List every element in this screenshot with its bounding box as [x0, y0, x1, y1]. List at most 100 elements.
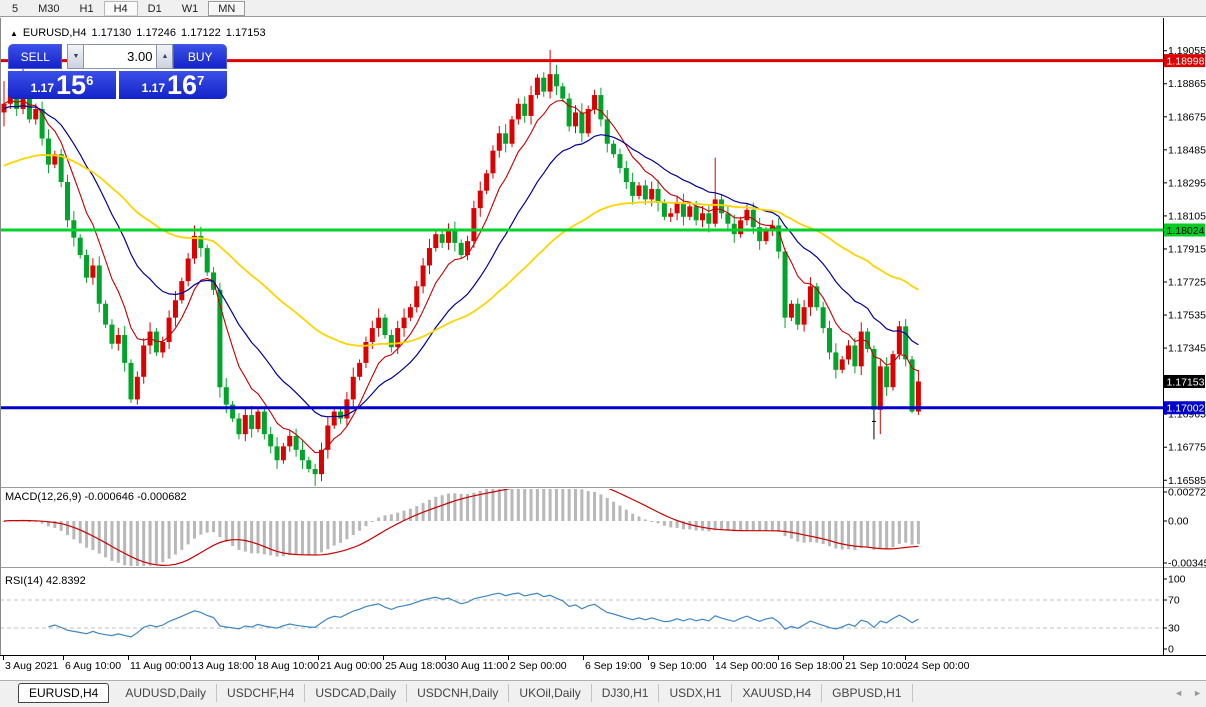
svg-text:21 Aug 00:00: 21 Aug 00:00: [320, 660, 382, 672]
svg-text:14 Sep 00:00: 14 Sep 00:00: [715, 660, 778, 672]
one-click-trading-panel: SELL ▼ ▲ BUY 1.17 15 6 1.17 16 7: [8, 44, 227, 99]
volume-stepper: ▼ ▲: [67, 44, 174, 69]
symbol-period-label: EURUSD,H4: [22, 27, 87, 39]
quote-open: 1.17130: [91, 27, 132, 39]
ask-price-display[interactable]: 1.17 16 7: [119, 71, 227, 99]
svg-text:6 Aug 10:00: 6 Aug 10:00: [65, 660, 121, 672]
svg-text:1.17915: 1.17915: [1168, 243, 1206, 255]
price-badge-1.17153: 1.17153: [1164, 374, 1205, 388]
chart-tab-usdx-h1[interactable]: USDX,H1: [659, 684, 733, 702]
svg-text:0.002726: 0.002726: [1168, 487, 1206, 499]
candles-layer: [1, 49, 921, 486]
svg-text:1.17345: 1.17345: [1168, 343, 1206, 355]
sell-button[interactable]: SELL: [8, 44, 63, 69]
trade-panel-price-row: 1.17 15 6 1.17 16 7: [8, 71, 227, 99]
volume-input[interactable]: [84, 44, 157, 69]
chart-tab-usdcad-daily[interactable]: USDCAD,Daily: [305, 684, 408, 702]
svg-text:6 Sep 19:00: 6 Sep 19:00: [585, 660, 642, 672]
svg-text:30: 30: [1168, 623, 1180, 635]
chart-tab-xauusd-h4[interactable]: XAUUSD,H4: [732, 684, 823, 702]
ask-big-digits: 16: [167, 70, 198, 100]
svg-text:70: 70: [1168, 595, 1180, 607]
timeframe-button-h1[interactable]: H1: [79, 2, 94, 15]
chart-tab-dj30-h1[interactable]: DJ30,H1: [592, 684, 660, 702]
timeframe-toolbar: 5 M30 H1 H4 D1 W1 MN: [0, 0, 1206, 17]
quote-low: 1.17122: [181, 27, 221, 39]
timeframe-button-d1[interactable]: D1: [147, 2, 162, 15]
timeframe-button-m30[interactable]: M30: [38, 2, 60, 15]
tab-scroll-arrows: ◄ ►: [1174, 688, 1202, 698]
svg-text:100: 100: [1168, 574, 1186, 586]
buy-button[interactable]: BUY: [173, 44, 227, 69]
macd-label: MACD(12,26,9) -0.000646 -0.000682: [5, 491, 187, 503]
volume-increase-button[interactable]: ▲: [156, 44, 174, 69]
quote-high: 1.17246: [136, 27, 177, 39]
svg-text:1.18865: 1.18865: [1168, 78, 1206, 90]
svg-text:13 Aug 18:00: 13 Aug 18:00: [192, 660, 254, 672]
svg-text:3 Aug 2021: 3 Aug 2021: [5, 660, 58, 672]
tab-scroll-right-button[interactable]: ►: [1193, 688, 1202, 698]
ask-prefix: 1.17: [141, 81, 166, 95]
chart-tab-usdcnh-daily[interactable]: USDCNH,Daily: [407, 684, 510, 702]
rsi-label: RSI(14) 42.8392: [5, 575, 86, 587]
timeframe-button-5[interactable]: 5: [12, 2, 19, 15]
bid-big-digits: 15: [56, 70, 87, 100]
quote-close: 1.17153: [225, 27, 266, 39]
svg-text:1.17725: 1.17725: [1168, 277, 1206, 289]
svg-text:1.16585: 1.16585: [1168, 475, 1206, 487]
svg-text:0: 0: [1168, 644, 1174, 656]
collapse-panel-icon[interactable]: ▲: [10, 29, 18, 38]
svg-text:25 Aug 18:00: 25 Aug 18:00: [385, 660, 447, 672]
svg-text:18 Aug 10:00: 18 Aug 10:00: [257, 660, 319, 672]
date-axis: 3 Aug 2021 6 Aug 10:00 11 Aug 00:00 13 Aug …: [3, 656, 970, 672]
tab-scroll-left-button[interactable]: ◄: [1174, 688, 1184, 698]
ask-pip-digit: 7: [197, 73, 205, 88]
svg-text:11 Aug 00:00: 11 Aug 00:00: [130, 660, 191, 672]
svg-text:21 Sep 10:00: 21 Sep 10:00: [845, 660, 908, 672]
svg-text:1.18105: 1.18105: [1168, 210, 1206, 222]
rsi-line: [48, 592, 919, 638]
svg-text:1.17153: 1.17153: [1167, 376, 1205, 388]
bid-pip-digit: 6: [86, 73, 94, 88]
macd-signal-line: [3, 489, 919, 566]
price-axis: 1.190551.188651.186751.184851.182951.181…: [1163, 45, 1206, 656]
bid-price-display[interactable]: 1.17 15 6: [8, 71, 116, 99]
chart-tab-ukoil-daily[interactable]: UKOil,Daily: [509, 684, 592, 702]
svg-text:1.18024: 1.18024: [1167, 225, 1205, 237]
slow-ma-line: [3, 154, 919, 347]
quote-header: ▲ EURUSD,H4 1.17130 1.17246 1.17122 1.17153: [10, 27, 271, 39]
mid-ma-line: [3, 104, 919, 418]
chart-canvas[interactable]: 1.19055 1.18865 1.18675 1.18485 1.18295 1.181…: [0, 0, 1206, 680]
svg-text:1.16775: 1.16775: [1168, 442, 1206, 454]
price-badge-1.18998: 1.18998: [1164, 54, 1205, 67]
timeframe-button-w1[interactable]: W1: [181, 2, 199, 15]
svg-text:24 Sep 00:00: 24 Sep 00:00: [907, 660, 970, 672]
chart-tab-usdchf-h4[interactable]: USDCHF,H4: [217, 684, 306, 702]
svg-text:2 Sep 00:00: 2 Sep 00:00: [510, 660, 567, 672]
svg-text:1.18998: 1.18998: [1167, 55, 1205, 67]
svg-text:30 Aug 11:00: 30 Aug 11:00: [447, 660, 508, 672]
macd-histogram: [2, 489, 920, 566]
chart-tab-audusd-daily[interactable]: AUDUSD,Daily: [115, 684, 218, 702]
chart-tab-eurusd-h4[interactable]: EURUSD,H4: [18, 683, 110, 703]
fast-ma-line: [3, 99, 919, 454]
timeframe-button-h4[interactable]: H4: [103, 0, 138, 16]
svg-text:1.18485: 1.18485: [1168, 144, 1206, 156]
trade-panel-top-row: SELL ▼ ▲ BUY: [8, 44, 227, 69]
chart-tab-gbpusd-h1[interactable]: GBPUSD,H1: [822, 684, 913, 702]
svg-text:16 Sep 18:00: 16 Sep 18:00: [780, 660, 843, 672]
price-badge-1.18024: 1.18024: [1164, 223, 1205, 237]
bid-prefix: 1.17: [30, 81, 55, 95]
chart-tabs-bar: EURUSD,H4 AUDUSD,Daily USDCHF,H4 USDCAD,Dai…: [0, 680, 1206, 707]
svg-text:0.00: 0.00: [1168, 516, 1189, 528]
volume-decrease-button[interactable]: ▼: [67, 44, 85, 69]
svg-text:9 Sep 10:00: 9 Sep 10:00: [650, 660, 707, 672]
svg-text:1.18675: 1.18675: [1168, 111, 1206, 123]
timeframe-button-mn[interactable]: MN: [208, 0, 246, 16]
svg-text:1.17535: 1.17535: [1168, 310, 1206, 322]
svg-text:1.18295: 1.18295: [1168, 177, 1206, 189]
svg-text:-0.00345: -0.00345: [1168, 558, 1206, 570]
svg-text:1.17002: 1.17002: [1167, 403, 1205, 415]
price-badge-1.17002: 1.17002: [1164, 401, 1205, 415]
